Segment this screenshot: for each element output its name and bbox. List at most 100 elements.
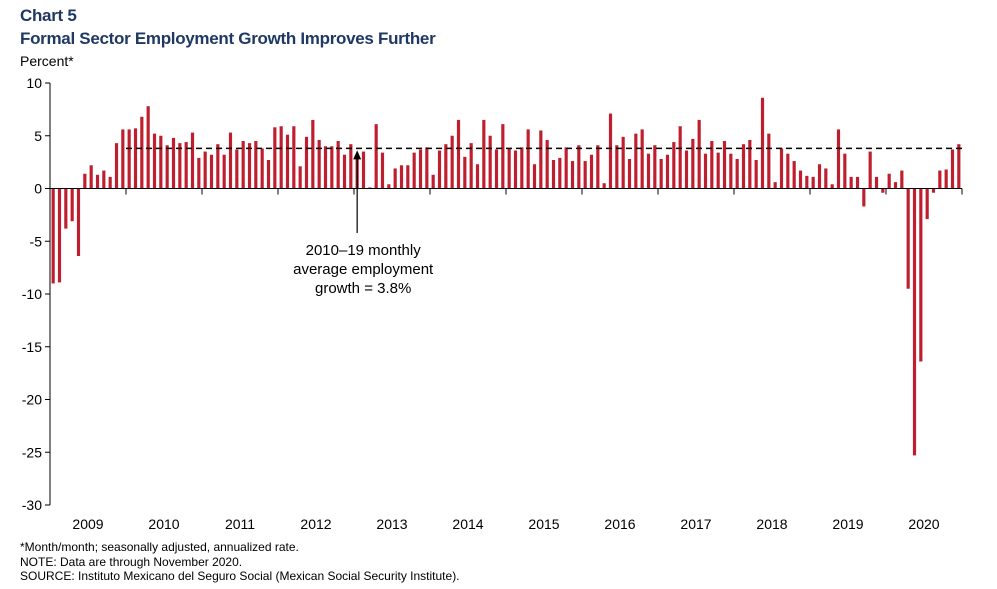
bar [437, 150, 442, 189]
bar [760, 97, 765, 189]
bar [368, 187, 372, 189]
bar [292, 126, 296, 189]
bar [463, 156, 467, 189]
bar [317, 139, 321, 189]
bar [881, 188, 885, 193]
bar [399, 165, 404, 189]
bar [83, 173, 87, 189]
bar [786, 153, 790, 189]
bar [311, 119, 315, 189]
bar [260, 148, 264, 189]
bar [469, 143, 473, 189]
bar [634, 133, 638, 189]
bar [57, 188, 62, 283]
data-note: NOTE: Data are through November 2020. [20, 554, 243, 569]
bar [171, 137, 176, 189]
bar [121, 129, 125, 189]
bar [938, 170, 942, 189]
y-tick-label: 0 [34, 181, 42, 197]
bar [431, 174, 435, 189]
bar [621, 136, 625, 189]
bar [887, 173, 891, 189]
bar [589, 154, 594, 189]
bar [494, 149, 499, 189]
bar [450, 135, 454, 189]
bar [602, 183, 606, 189]
bar [627, 158, 632, 189]
x-tick-label: 2018 [756, 516, 787, 532]
bar [456, 119, 461, 189]
bar [51, 188, 55, 284]
bar [152, 133, 157, 189]
bar [222, 154, 226, 189]
bar [336, 141, 340, 189]
bar [912, 188, 917, 456]
bar [235, 149, 239, 189]
chart-label: Chart 5 [20, 6, 77, 25]
bar [830, 184, 834, 189]
bar [950, 149, 955, 189]
bar [608, 113, 613, 189]
bar [779, 148, 784, 189]
bar [539, 130, 543, 189]
axes-group [45, 82, 963, 506]
bar [241, 141, 245, 189]
bar [444, 144, 448, 189]
bar [944, 169, 948, 189]
y-tick-label: -10 [22, 286, 42, 302]
bar [703, 153, 708, 189]
bar [425, 147, 429, 189]
bar [754, 160, 758, 189]
bar [70, 188, 74, 222]
bar [672, 142, 676, 189]
bar [393, 168, 397, 189]
bar [526, 129, 530, 189]
bar [767, 133, 771, 189]
bar [678, 126, 682, 189]
bar [95, 174, 100, 189]
x-tick-label: 2017 [680, 516, 711, 532]
annotation-text-line: average employment [293, 261, 434, 278]
annotation-text-line: 2010–19 monthly [306, 242, 422, 259]
x-tick-label: 2009 [72, 516, 103, 532]
bar [919, 188, 923, 362]
bar [615, 145, 619, 189]
bar [133, 128, 138, 189]
bar [640, 129, 644, 189]
bar [773, 182, 777, 189]
bar [596, 145, 600, 189]
bar [805, 175, 809, 189]
x-tick-label: 2012 [300, 516, 331, 532]
bar [691, 138, 695, 189]
bar [931, 188, 936, 193]
bar [659, 158, 663, 189]
bar [798, 170, 803, 189]
bar [900, 170, 904, 189]
bar [254, 141, 258, 189]
bar [906, 188, 910, 289]
bar [488, 135, 492, 189]
bar [285, 134, 290, 189]
bar [722, 141, 727, 189]
labels-group: 10 5 0 -5 -10 -15 -20 -25 -30 2009 2010 2011 2012 201… [22, 75, 940, 532]
bar [228, 132, 233, 189]
bar [710, 141, 714, 189]
bar [203, 151, 207, 189]
bar [89, 165, 93, 189]
bar [406, 165, 410, 189]
bar [836, 129, 841, 189]
bar [551, 160, 556, 189]
y-tick-label: 10 [26, 75, 42, 91]
x-tick-label: 2019 [832, 516, 863, 532]
bar [475, 164, 480, 189]
bar [520, 147, 524, 189]
bars-group [51, 97, 961, 456]
bar [197, 157, 201, 189]
bar [697, 119, 701, 189]
bar [412, 152, 416, 189]
bar [140, 116, 144, 189]
x-tick-label: 2015 [528, 516, 559, 532]
bar [849, 176, 853, 189]
bar [862, 188, 866, 207]
bar [418, 149, 423, 189]
